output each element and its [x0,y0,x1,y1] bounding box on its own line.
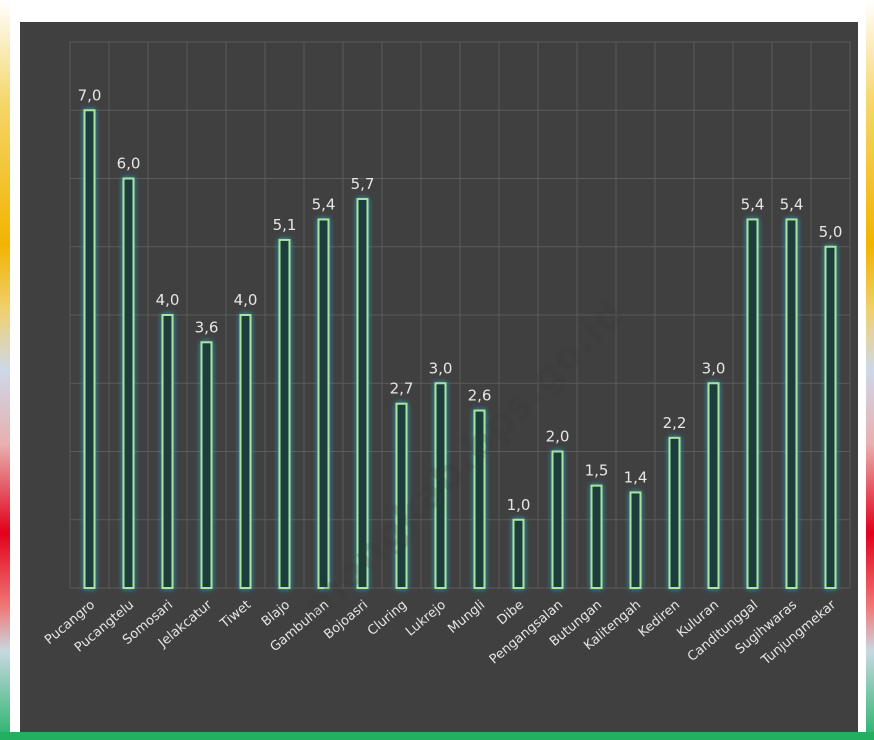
chart-panel: 7,0 6,0 4,0 3,6 4,0 5,1 5,4 5,7 2,7 3,0 2,6 1,0 2,0 1… [20,22,858,732]
category-label-cluring: Cluring [365,598,410,639]
value-label-lukrejo: 3,0 [429,359,453,377]
value-label-jelakcatur: 3,6 [195,318,219,336]
value-label-canditunggal: 5,4 [741,195,765,213]
bar-kediren [668,436,681,589]
category-label-kediren: Kediren [636,598,683,641]
bar-sugihwaras [785,218,798,589]
value-label-pengangsalan: 2,0 [546,428,570,446]
category-label-lukrejo: Lukrejo [403,598,449,640]
category-label-tiwet: Tiwet [217,598,254,633]
value-label-pucangro: 7,0 [78,86,102,104]
bar-cluring [395,402,408,589]
bar-canditunggal [746,218,759,589]
bar-pengangsalan [551,450,564,589]
bar-kalitengah [629,491,642,590]
value-label-mungli: 2,6 [468,387,492,405]
bottom-edge-stripe [0,732,874,740]
value-label-sugihwaras: 5,4 [780,195,804,213]
value-label-cluring: 2,7 [390,380,414,398]
right-edge-stripe [866,0,874,740]
value-label-somosari: 4,0 [156,291,180,309]
value-label-kuluran: 3,0 [702,359,726,377]
bar-kuluran [707,382,720,589]
category-label-blajo: Blajo [259,598,293,630]
value-label-blajo: 5,1 [273,216,297,234]
category-label-dibe: Dibe [495,598,528,629]
bar-bojoasri [356,197,369,589]
bar-jelakcatur [200,341,213,589]
value-label-kediren: 2,2 [663,414,687,432]
value-label-butungan: 1,5 [585,462,609,480]
bar-gambuhan [317,218,330,589]
bar-chart: 7,0 6,0 4,0 3,6 4,0 5,1 5,4 5,7 2,7 3,0 2,6 1,0 2,0 1… [42,41,851,669]
bar-tunjungmekar [824,245,837,589]
watermark: mongkab.bps.go.id [295,290,634,629]
value-labels: 7,0 6,0 4,0 3,6 4,0 5,1 5,4 5,7 2,7 3,0 2,6 1,0 2,0 1… [78,86,843,514]
value-label-dibe: 1,0 [507,496,531,514]
value-label-bojoasri: 5,7 [351,175,375,193]
value-label-gambuhan: 5,4 [312,195,336,213]
bar-pucangro [83,109,96,589]
bar-somosari [161,314,174,589]
bar-pucangtelu [122,177,135,589]
bar-lukrejo [434,382,447,589]
left-edge-stripe [0,0,10,740]
value-label-pucangtelu: 6,0 [117,155,141,173]
value-label-tiwet: 4,0 [234,291,258,309]
bar-butungan [590,484,603,589]
bar-dibe [512,518,525,589]
grid [69,41,851,589]
category-label-mungli: Mungli [445,598,488,637]
bar-blajo [278,238,291,590]
bars [83,109,837,590]
bar-tiwet [239,314,252,589]
bar-mungli [473,409,486,589]
value-label-kalitengah: 1,4 [624,468,648,486]
value-label-tunjungmekar: 5,0 [819,223,843,241]
